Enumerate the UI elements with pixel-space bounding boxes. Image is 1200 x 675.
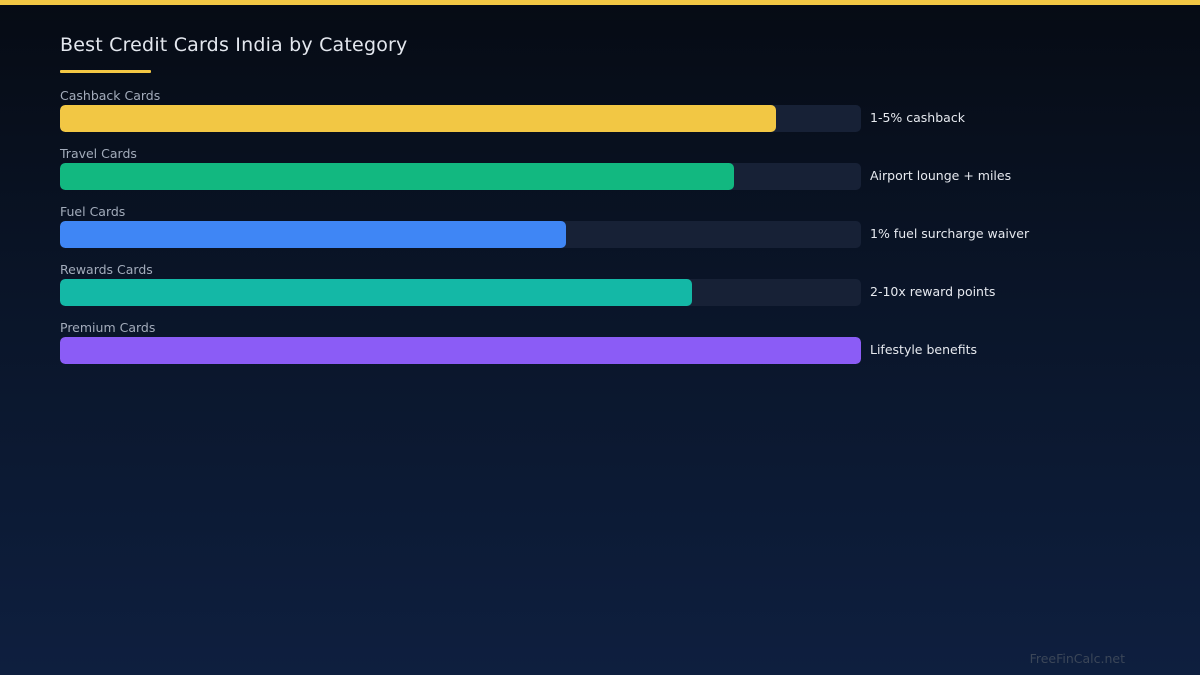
- bar-premium-cards: [60, 337, 861, 364]
- category-label: Fuel Cards: [60, 204, 126, 219]
- bar-track: [60, 337, 861, 364]
- bar-annotation: 1% fuel surcharge waiver: [870, 226, 1030, 241]
- bar-travel-cards: [60, 163, 734, 190]
- bar-row-fuel-cards: Fuel Cards 1% fuel surcharge waiver: [60, 203, 1060, 261]
- bar-annotation: Airport lounge + miles: [870, 168, 1012, 183]
- bar-cashback-cards: [60, 105, 776, 132]
- bar-track: [60, 279, 861, 306]
- bar-row-rewards-cards: Rewards Cards 2-10x reward points: [60, 261, 1060, 319]
- category-label: Cashback Cards: [60, 88, 161, 103]
- category-label: Premium Cards: [60, 320, 156, 335]
- bar-fuel-cards: [60, 221, 566, 248]
- bar-row-travel-cards: Travel Cards Airport lounge + miles: [60, 145, 1060, 203]
- top-accent-strip: [0, 0, 1200, 5]
- watermark: FreeFinCalc.net: [1029, 651, 1125, 666]
- title-underline: [60, 70, 151, 73]
- bar-rewards-cards: [60, 279, 692, 306]
- bar-track: [60, 163, 861, 190]
- category-label: Travel Cards: [60, 146, 137, 161]
- bar-row-premium-cards: Premium Cards Lifestyle benefits: [60, 319, 1060, 377]
- bar-annotation: 1-5% cashback: [870, 110, 965, 125]
- bar-track: [60, 221, 861, 248]
- bar-row-cashback-cards: Cashback Cards 1-5% cashback: [60, 87, 1060, 145]
- category-label: Rewards Cards: [60, 262, 153, 277]
- chart-title: Best Credit Cards India by Category: [60, 34, 408, 56]
- bar-annotation: Lifestyle benefits: [870, 342, 978, 357]
- bar-rows: Cashback Cards 1-5% cashback Travel Cards A…: [60, 87, 1060, 377]
- bar-track: [60, 105, 861, 132]
- bar-annotation: 2-10x reward points: [870, 284, 996, 299]
